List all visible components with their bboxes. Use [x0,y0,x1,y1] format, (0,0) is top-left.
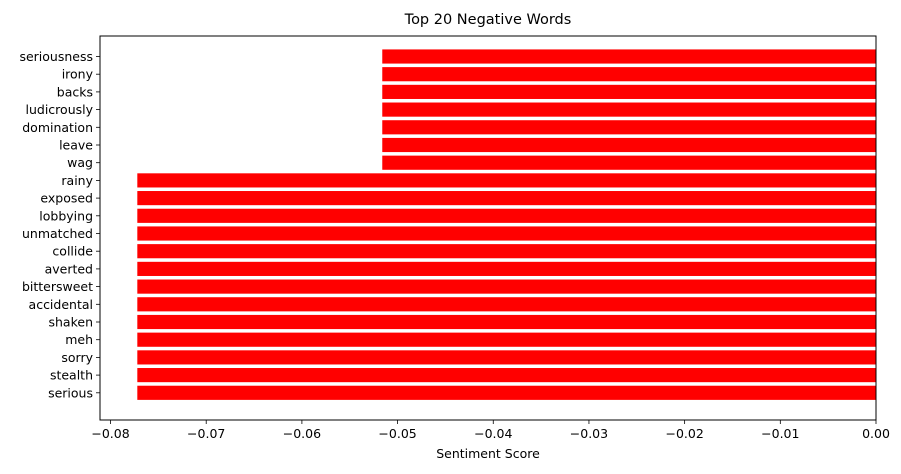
bar-bittersweet [137,279,876,294]
bar-meh [137,332,876,347]
y-tick-label: lobbying [39,208,93,223]
y-tick-label: rainy [61,173,93,188]
x-tick-label: −0.06 [283,426,321,441]
bar-seriousness [382,49,876,64]
y-tick-label: meh [65,332,93,347]
y-tick-label: shaken [48,315,93,330]
bar-domination [382,120,876,135]
y-tick-label: collide [52,244,93,259]
bar-exposed [137,191,876,206]
plot-frame [99,35,877,421]
bar-averted [137,261,876,276]
y-tick-label: ludicrously [26,102,94,117]
y-tick-label: domination [22,120,93,135]
bar-backs [382,84,876,99]
bar-accidental [137,297,876,312]
bar-ludicrously [382,102,876,117]
x-tick-label: −0.07 [187,426,225,441]
y-tick-label: sorry [61,350,93,365]
y-tick-labels: seriousness irony backs ludicrously dominati… [19,49,100,400]
y-tick-label: leave [59,138,93,153]
x-tick-label: −0.04 [474,426,512,441]
bar-rainy [137,173,876,188]
y-tick-label: unmatched [22,226,93,241]
y-tick-label: stealth [50,368,93,383]
y-tick-label: accidental [29,297,93,312]
x-tick-label: 0.00 [862,426,890,441]
x-tick-label: −0.08 [91,426,129,441]
y-tick-label: exposed [40,191,93,206]
x-tick-label: −0.02 [665,426,703,441]
y-tick-label: backs [57,84,93,99]
y-tick-label: serious [48,385,93,400]
bars-group [137,49,876,400]
x-tick-label: −0.01 [761,426,799,441]
bar-unmatched [137,226,876,241]
bar-sorry [137,350,876,365]
x-axis-label: Sentiment Score [436,446,540,461]
bar-wag [382,155,876,170]
bar-lobbying [137,208,876,223]
bar-serious [137,385,876,400]
x-ticks: −0.08 −0.07 −0.06 −0.05 −0.04 −0.03 −0.02 −0.01… [91,420,890,441]
y-tick-label: irony [62,67,94,82]
chart-title: Top 20 Negative Words [404,12,572,28]
bar-irony [382,67,876,82]
bar-collide [137,244,876,259]
x-tick-label: −0.05 [378,426,416,441]
bar-shaken [137,314,876,330]
x-tick-label: −0.03 [570,426,608,441]
y-tick-label: seriousness [19,49,93,64]
y-tick-label: averted [45,261,93,276]
y-tick-label: bittersweet [22,279,93,294]
bar-stealth [137,368,876,383]
bar-leave [382,137,876,153]
y-tick-label: wag [67,155,93,170]
